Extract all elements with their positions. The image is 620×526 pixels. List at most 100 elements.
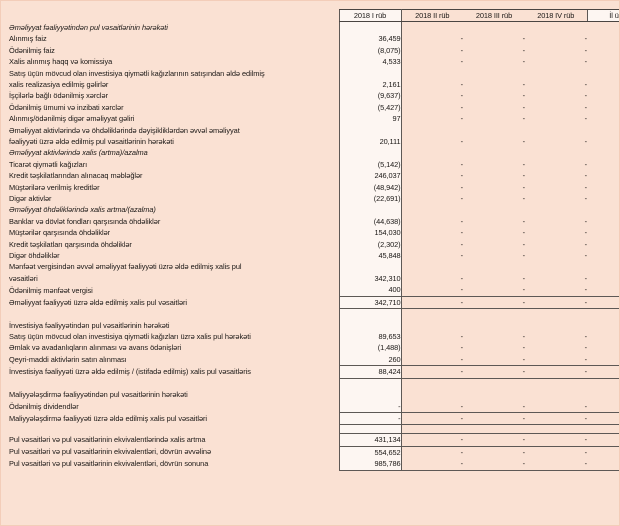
cell-q1 xyxy=(338,21,402,34)
cell-q2 xyxy=(401,22,463,33)
cell-q2: - xyxy=(460,91,463,101)
table-row: Ticarət qiymətli kağızları(5,142)---(5,1… xyxy=(9,158,619,171)
row-label: Xalis alınmış haqq və komissiya xyxy=(9,57,113,67)
cell-q1 xyxy=(338,389,402,401)
table-body: Əməliyyat fəaliyyətindən pul vəsaitlərin… xyxy=(9,21,619,471)
cell-q3: - xyxy=(463,411,525,426)
spacer-cell-q3 xyxy=(463,378,525,389)
table-row: Pul vəsaitləri və pul vəsaitlərinin ekvi… xyxy=(9,446,619,459)
cell-q1: 154,030 xyxy=(338,227,402,239)
cell-q3: - xyxy=(463,433,525,447)
cell-q3 xyxy=(463,261,525,272)
spacer-cell-q2 xyxy=(401,309,463,320)
cell-q1: 260 xyxy=(338,353,402,366)
cell-q2: - xyxy=(460,228,463,238)
cell-q2 xyxy=(401,125,463,136)
cell-q3: - xyxy=(522,91,525,101)
cell-q1: - xyxy=(338,400,402,413)
cell-q1: 89,653 xyxy=(338,330,402,343)
table-row: Əməliyyat fəaliyyətindən pul vəsaitlərin… xyxy=(9,21,619,34)
cell-q1: 45,848 xyxy=(338,250,402,262)
cell-q3 xyxy=(463,147,525,158)
cell-total: 431,134 xyxy=(587,433,619,447)
row-label: xalis realizasiya edilmiş gəlirlər xyxy=(9,79,109,89)
header-row: 2018 I rüb 2018 II rüb 2018 III rüb 2018… xyxy=(9,8,619,23)
cell-q3: - xyxy=(522,331,525,341)
cell-q4: - xyxy=(584,343,587,353)
cell-q1: (8,075) xyxy=(338,44,402,57)
cell-q3: - xyxy=(522,239,525,249)
cell-q3 xyxy=(463,125,525,136)
row-label: Ödənilmiş dividendlər xyxy=(9,401,79,411)
cell-q2 xyxy=(401,389,463,400)
row-label: Ödənilmiş faiz xyxy=(9,45,55,55)
cell-q1: 36,459 xyxy=(338,33,402,45)
cell-q4 xyxy=(525,22,587,33)
cell-q4: - xyxy=(584,331,587,341)
table-row: Digər aktivlər(22,691)---(22,691) xyxy=(9,193,619,205)
spacer-cell-q2 xyxy=(401,378,463,389)
cell-total xyxy=(587,261,619,272)
spacer-cell-q1 xyxy=(338,308,402,320)
cell-q4 xyxy=(525,204,587,215)
table-header: 2018 I rüb 2018 II rüb 2018 III rüb 2018… xyxy=(9,8,619,23)
cell-q1: (48,942) xyxy=(338,181,402,193)
cell-q3: - xyxy=(522,114,525,124)
cell-q4: - xyxy=(584,34,587,44)
cell-q3: - xyxy=(522,447,525,457)
cell-q1: 342,710 xyxy=(338,295,402,310)
cell-total xyxy=(587,147,619,158)
spacer-row xyxy=(9,378,619,390)
row-label: Maliyyələşdirmə fəaliyyəti üzrə əldə edi… xyxy=(9,413,208,423)
cell-q3: - xyxy=(522,194,525,203)
cell-total xyxy=(587,204,619,215)
cell-q1 xyxy=(338,147,402,159)
row-label: vəsaitləri xyxy=(9,273,38,283)
cell-q2: - xyxy=(460,251,463,261)
cell-q4 xyxy=(525,147,587,158)
cell-q4: - xyxy=(525,433,587,447)
table-row: Müştərilərə verilmiş kreditlər (48,942) - -… xyxy=(9,181,619,193)
table-row: Alınmış/ödənilmiş digər əməliyyat gəliri… xyxy=(9,113,619,125)
cell-total xyxy=(587,389,619,400)
cell-q3: - xyxy=(522,45,525,55)
table-row: Ödənilmiş faiz(8,075)---(8,075) xyxy=(9,44,619,57)
cell-q2: - xyxy=(460,343,463,353)
cell-q3: - xyxy=(522,136,525,146)
cell-q2 xyxy=(401,204,463,215)
cell-q4: - xyxy=(584,228,587,238)
cell-total: 260 xyxy=(587,354,619,366)
cell-q1: 4,533 xyxy=(338,56,402,68)
cell-q2: - xyxy=(460,159,463,169)
cell-q4 xyxy=(525,68,587,79)
spacer-cell-q3 xyxy=(463,309,525,320)
cell-q2: - xyxy=(460,57,463,67)
table-row: Satış üçün mövcud olan investisiya qiymə… xyxy=(9,67,619,79)
cell-q2: - xyxy=(460,331,463,341)
cell-q2: - xyxy=(460,182,463,192)
cell-q3: - xyxy=(522,57,525,67)
cell-q4: - xyxy=(584,91,587,101)
cell-q1: (5,427) xyxy=(338,101,402,114)
table-row: Kredit təşkilatları qarşısında öhdəliklə… xyxy=(9,238,619,251)
table-row: Kredit təşkilatlarından alınacaq məbləğl… xyxy=(9,170,619,182)
cell-q4: - xyxy=(584,194,587,203)
spacer-label xyxy=(9,425,339,434)
cell-q4: - xyxy=(525,458,587,471)
cell-q1: 400 xyxy=(338,284,402,297)
cell-q1: 985,786 xyxy=(338,458,402,471)
cell-q2: - xyxy=(401,458,463,471)
cell-q1: 246,037 xyxy=(338,170,402,182)
row-label: Əməliyyat öhdəliklərində xalis artma/(az… xyxy=(9,205,156,215)
cell-q2: - xyxy=(460,114,463,124)
cell-q2: - xyxy=(460,45,463,55)
cell-q3: - xyxy=(463,458,525,471)
spacer-cell-q3 xyxy=(463,425,525,434)
cell-q2: - xyxy=(460,79,463,89)
cell-q3: - xyxy=(522,34,525,44)
table-row: Əməliyyat aktivlərində xalis (artma)/aza… xyxy=(9,147,619,159)
cell-q1: 97 xyxy=(338,113,402,125)
cell-q2: - xyxy=(460,447,463,457)
row-label: Digər aktivlər xyxy=(9,194,52,203)
table-row: fəaliyyəti üzrə əldə edilmiş pul vəsaitl… xyxy=(9,135,619,148)
